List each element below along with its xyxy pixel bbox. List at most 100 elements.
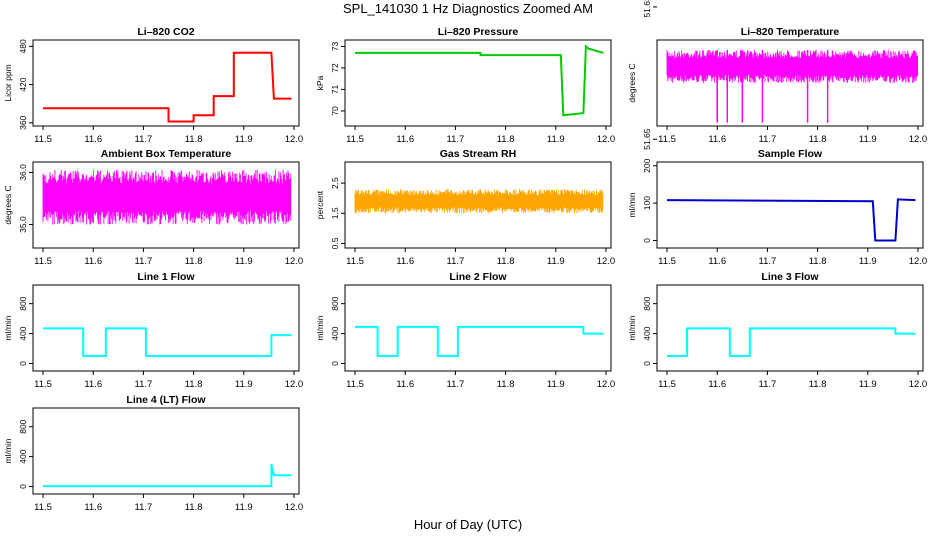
x-tick-label: 11.9 xyxy=(235,256,253,267)
series-group xyxy=(667,327,916,357)
x-tick-label: 11.6 xyxy=(84,256,102,267)
x-tick-label: 12.0 xyxy=(285,379,304,390)
y-tick-label: 73 xyxy=(330,41,340,51)
x-tick-label: 11.9 xyxy=(235,134,253,145)
plot-frame xyxy=(656,39,924,127)
panel-6: Sample Flow ml/min 11.5 11.6 11.7 11.8 11.9 12.… xyxy=(627,148,927,267)
x-tick-label: 11.8 xyxy=(185,379,203,390)
panel-5: Gas Stream RH percent 11.5 11.6 11.7 11.8 11.9… xyxy=(315,148,615,267)
x-tick-label: 11.7 xyxy=(135,379,153,390)
x-tick-label: 11.6 xyxy=(396,134,414,145)
y-tick-label: 36.0 xyxy=(18,164,28,181)
x-tick-label: 11.7 xyxy=(135,134,153,145)
y-tick-label: 400 xyxy=(18,449,28,463)
series-line xyxy=(667,327,916,357)
y-tick-label: 400 xyxy=(642,326,652,340)
y-tick-label: 51.65 xyxy=(642,128,652,150)
x-tick-label: 11.5 xyxy=(658,256,676,267)
panel-1: Li–820 CO2 Licor ppm 11.5 11.6 11.7 11.8 11.9 1… xyxy=(3,26,303,145)
x-tick-label: 11.6 xyxy=(84,134,102,145)
series-group xyxy=(666,198,916,242)
panel-10: Line 4 (LT) Flow ml/min 11.5 11.6 11.7 11.8 11… xyxy=(3,394,303,513)
x-tick-label: 12.0 xyxy=(285,134,304,145)
x-tick-label: 11.7 xyxy=(759,379,777,390)
y-tick-label: 0.5 xyxy=(330,237,340,249)
plot-frame xyxy=(32,407,300,495)
x-tick-label: 11.9 xyxy=(235,379,253,390)
plot-frame xyxy=(656,284,924,372)
y-tick-label: 800 xyxy=(18,419,28,433)
x-tick-label: 11.9 xyxy=(859,379,877,390)
series-line xyxy=(666,198,916,242)
series-noise-band xyxy=(354,189,604,214)
x-tick-label: 11.7 xyxy=(135,502,153,513)
series-line xyxy=(355,44,604,117)
y-tick-label: 800 xyxy=(18,296,28,310)
x-tick-label: 11.9 xyxy=(547,256,565,267)
x-tick-label: 11.9 xyxy=(235,502,253,513)
panel-2: Li–820 Pressure kPa 11.5 11.6 11.7 11.8 11.9 12… xyxy=(315,26,615,145)
x-tick-label: 11.8 xyxy=(497,379,515,390)
x-tick-label: 11.8 xyxy=(497,256,515,267)
x-tick-label: 11.7 xyxy=(135,256,153,267)
plot-frame xyxy=(32,284,300,372)
panel-3: Li–820 Temperature degrees C 11.5 11.6 11.7 1… xyxy=(627,0,927,150)
panel-title: Line 2 Flow xyxy=(449,271,507,283)
x-tick-label: 11.8 xyxy=(809,379,827,390)
series-group xyxy=(43,51,292,123)
y-axis-label: ml/min xyxy=(315,315,325,340)
y-tick-label: 0 xyxy=(18,361,28,366)
x-tick-label: 11.5 xyxy=(34,134,52,145)
series-group xyxy=(43,327,292,357)
panel-title: Gas Stream RH xyxy=(440,148,516,160)
y-axis-label: degrees C xyxy=(3,185,13,224)
y-tick-label: 400 xyxy=(330,326,340,340)
panel-title: Line 1 Flow xyxy=(137,271,195,283)
x-tick-label: 12.0 xyxy=(597,379,616,390)
x-tick-label: 11.5 xyxy=(34,379,52,390)
y-tick-label: 35.0 xyxy=(18,216,28,233)
x-tick-label: 11.5 xyxy=(658,379,676,390)
x-tick-label: 11.9 xyxy=(859,256,877,267)
y-tick-label: 1.5 xyxy=(330,207,340,219)
panel-title: Li–820 Pressure xyxy=(438,26,519,38)
x-tick-label: 11.5 xyxy=(34,502,52,513)
x-tick-label: 11.6 xyxy=(708,256,726,267)
panel-title: Li–820 CO2 xyxy=(137,26,194,38)
x-tick-label: 11.5 xyxy=(658,134,676,145)
plot-frame xyxy=(32,161,300,249)
x-tick-label: 11.7 xyxy=(447,256,465,267)
y-tick-label: 0 xyxy=(330,361,340,366)
series-line xyxy=(43,327,292,357)
x-tick-label: 12.0 xyxy=(597,256,616,267)
series-group xyxy=(43,463,292,488)
x-tick-label: 11.8 xyxy=(185,502,203,513)
y-axis-label: ml/min xyxy=(627,315,637,340)
x-tick-label: 11.9 xyxy=(859,134,877,145)
series-line xyxy=(43,51,292,123)
x-tick-label: 11.6 xyxy=(708,134,726,145)
x-tick-label: 11.8 xyxy=(185,256,203,267)
x-tick-label: 11.9 xyxy=(547,379,565,390)
series-group xyxy=(354,189,604,214)
y-tick-label: 480 xyxy=(18,39,28,53)
y-tick-label: 71 xyxy=(330,84,340,94)
y-tick-label: 0 xyxy=(642,361,652,366)
x-tick-label: 11.8 xyxy=(809,134,827,145)
panel-title: Li–820 Temperature xyxy=(741,26,840,38)
y-axis-label: Licor ppm xyxy=(3,64,13,101)
plot-frame xyxy=(344,284,612,372)
plot-frame xyxy=(32,39,300,127)
x-tick-label: 12.0 xyxy=(285,256,304,267)
x-tick-label: 12.0 xyxy=(909,134,928,145)
y-tick-label: 0 xyxy=(642,238,652,243)
x-tick-label: 11.5 xyxy=(346,379,364,390)
x-tick-label: 12.0 xyxy=(909,379,928,390)
y-tick-label: 800 xyxy=(330,296,340,310)
series-noise-band xyxy=(666,49,919,83)
series-group xyxy=(42,169,292,225)
panel-title: Sample Flow xyxy=(758,148,823,160)
x-tick-label: 11.8 xyxy=(497,134,515,145)
y-axis-label: percent xyxy=(315,190,325,219)
x-tick-label: 11.7 xyxy=(447,379,465,390)
